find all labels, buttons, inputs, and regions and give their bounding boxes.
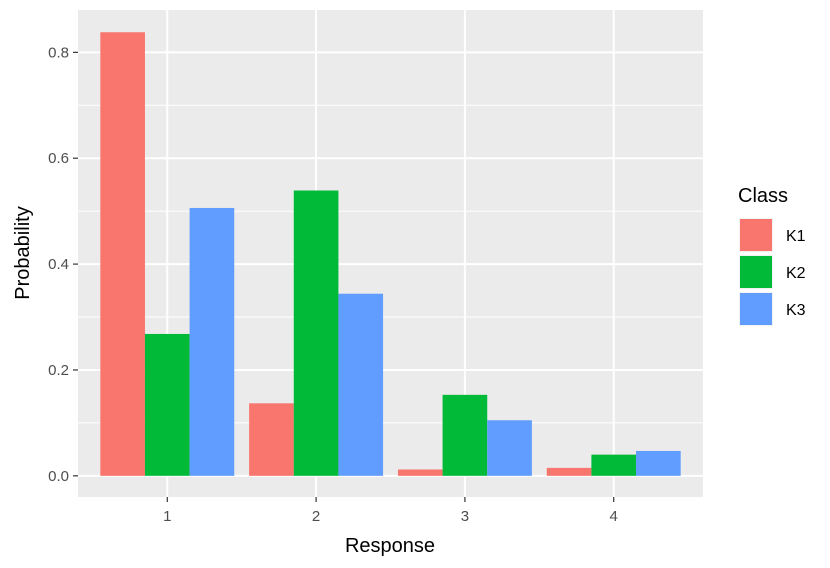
bar-k1-2 <box>249 403 294 476</box>
y-tick-label: 0.4 <box>48 256 69 273</box>
x-axis-ticks: 1 2 3 4 <box>163 497 618 525</box>
legend-key-k2 <box>740 256 772 288</box>
y-axis-title: Probability <box>12 206 34 299</box>
y-axis-ticks: 0.0 0.2 0.4 0.6 0.8 <box>48 44 78 485</box>
legend-key-k1 <box>740 219 772 251</box>
x-tick-label: 1 <box>163 508 171 525</box>
legend-title: Class <box>738 185 788 207</box>
legend-key-k3 <box>740 293 772 325</box>
x-tick-label: 2 <box>312 508 320 525</box>
y-tick-label: 0.6 <box>48 150 69 167</box>
legend: Class K1 K2 K3 <box>738 185 806 326</box>
bar-k3-1 <box>189 207 235 476</box>
y-tick-label: 0.8 <box>48 44 69 61</box>
legend-label-k3: K3 <box>786 302 806 319</box>
bar-k2-1 <box>144 333 190 476</box>
bar-k2-4 <box>591 454 637 476</box>
y-tick-label: 0.2 <box>48 362 69 379</box>
bar-k1-4 <box>546 467 592 476</box>
x-axis-title: Response <box>345 535 435 557</box>
bar-k3-2 <box>338 293 384 476</box>
x-tick-label: 3 <box>461 508 469 525</box>
legend-label-k1: K1 <box>786 228 806 245</box>
bar-k1-3 <box>397 469 443 476</box>
bar-k2-2 <box>293 190 339 476</box>
bar-k1-1 <box>100 32 145 476</box>
bar-k3-3 <box>487 420 532 476</box>
legend-label-k2: K2 <box>786 265 806 282</box>
x-tick-label: 4 <box>610 508 618 525</box>
y-tick-label: 0.0 <box>48 468 69 485</box>
bar-k3-4 <box>636 450 681 476</box>
bar-k2-3 <box>442 394 488 476</box>
bars <box>100 32 681 476</box>
